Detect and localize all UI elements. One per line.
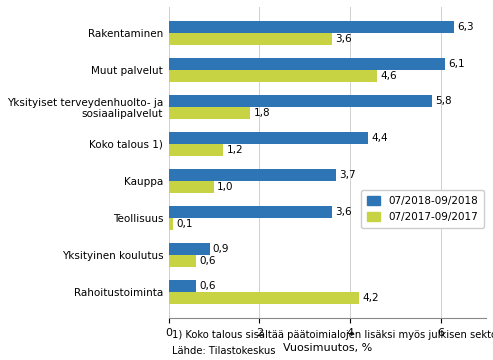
Bar bbox=[169, 292, 359, 304]
Bar bbox=[169, 206, 332, 218]
Text: 1,2: 1,2 bbox=[226, 145, 243, 155]
Text: 5,8: 5,8 bbox=[435, 96, 452, 106]
Bar bbox=[169, 70, 377, 82]
Bar bbox=[169, 33, 332, 45]
Text: 0,9: 0,9 bbox=[212, 244, 229, 254]
Text: 3,7: 3,7 bbox=[340, 170, 356, 180]
Bar bbox=[169, 95, 432, 107]
Bar bbox=[169, 169, 336, 181]
Bar bbox=[169, 243, 210, 255]
Bar bbox=[169, 255, 196, 267]
Text: Lähde: Tilastokeskus: Lähde: Tilastokeskus bbox=[172, 346, 276, 356]
Text: 3,6: 3,6 bbox=[335, 34, 352, 44]
Bar bbox=[169, 132, 368, 144]
Text: 6,1: 6,1 bbox=[449, 59, 465, 69]
Text: 3,6: 3,6 bbox=[335, 207, 352, 217]
Text: 4,4: 4,4 bbox=[371, 133, 388, 143]
Text: 0,6: 0,6 bbox=[199, 281, 215, 291]
Bar bbox=[169, 144, 223, 156]
Bar bbox=[169, 218, 173, 230]
Text: 4,6: 4,6 bbox=[381, 71, 397, 81]
Bar bbox=[169, 21, 455, 33]
Text: 1,8: 1,8 bbox=[253, 108, 270, 118]
Text: 1,0: 1,0 bbox=[217, 182, 234, 192]
X-axis label: Vuosimuutos, %: Vuosimuutos, % bbox=[283, 343, 372, 353]
Bar bbox=[169, 280, 196, 292]
Text: 0,1: 0,1 bbox=[176, 219, 193, 229]
Bar bbox=[169, 58, 445, 70]
Legend: 07/2018-09/2018, 07/2017-09/2017: 07/2018-09/2018, 07/2017-09/2017 bbox=[361, 190, 484, 228]
Text: 6,3: 6,3 bbox=[458, 22, 474, 32]
Bar bbox=[169, 107, 250, 119]
Bar bbox=[169, 181, 214, 193]
Text: 4,2: 4,2 bbox=[362, 293, 379, 303]
Text: 1) Koko talous sisältää päätoimialojen lisäksi myös julkisen sektorin palkkasumm: 1) Koko talous sisältää päätoimialojen l… bbox=[172, 330, 493, 340]
Text: 0,6: 0,6 bbox=[199, 256, 215, 266]
